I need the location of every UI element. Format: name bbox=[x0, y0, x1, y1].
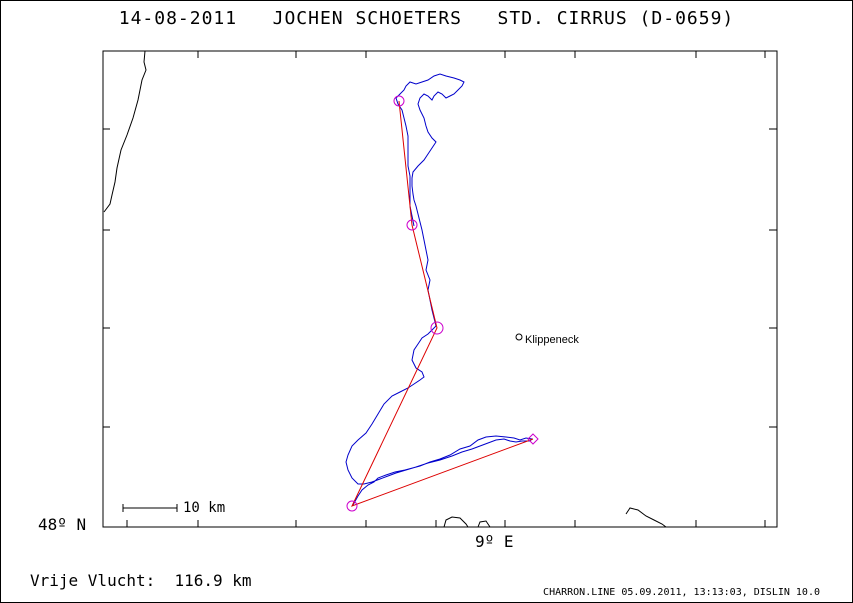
airfield-marker bbox=[515, 333, 523, 341]
turnpoint-5-diamond bbox=[527, 433, 539, 445]
left-axis-ticks bbox=[103, 128, 110, 428]
bottom-axis-ticks bbox=[126, 520, 766, 527]
border-line-south-2 bbox=[477, 520, 491, 528]
map-frame bbox=[102, 50, 778, 528]
map-title: 14-08-2011 JOCHEN SCHOETERS STD. CIRRUS … bbox=[118, 8, 735, 29]
turnpoint-3 bbox=[430, 321, 444, 335]
turnpoints bbox=[346, 95, 539, 512]
flight-track bbox=[345, 73, 534, 506]
distance-label: Vrije Vlucht: bbox=[30, 571, 156, 590]
right-axis-ticks bbox=[769, 128, 777, 428]
turnpoint-2 bbox=[406, 219, 418, 231]
course-line bbox=[351, 100, 534, 507]
border-line-west bbox=[103, 50, 147, 213]
turnpoint-1 bbox=[393, 95, 405, 107]
scale-label: 10 km bbox=[183, 500, 226, 516]
distance-row: Vrije Vlucht: 116.9 km bbox=[30, 571, 252, 590]
place-label: Klippeneck bbox=[525, 334, 579, 346]
footer-info: CHARRON.LINE 05.09.2011, 13:13:03, DISLI… bbox=[543, 587, 820, 598]
scale-bar bbox=[122, 504, 178, 512]
border-line-south-1 bbox=[443, 516, 469, 528]
top-axis-ticks bbox=[197, 51, 766, 58]
turnpoint-4 bbox=[346, 500, 358, 512]
border-line-south-3 bbox=[625, 507, 667, 528]
longitude-label: 9º E bbox=[475, 532, 514, 551]
distance-value: 116.9 km bbox=[174, 571, 252, 590]
latitude-label: 48º N bbox=[38, 515, 87, 534]
